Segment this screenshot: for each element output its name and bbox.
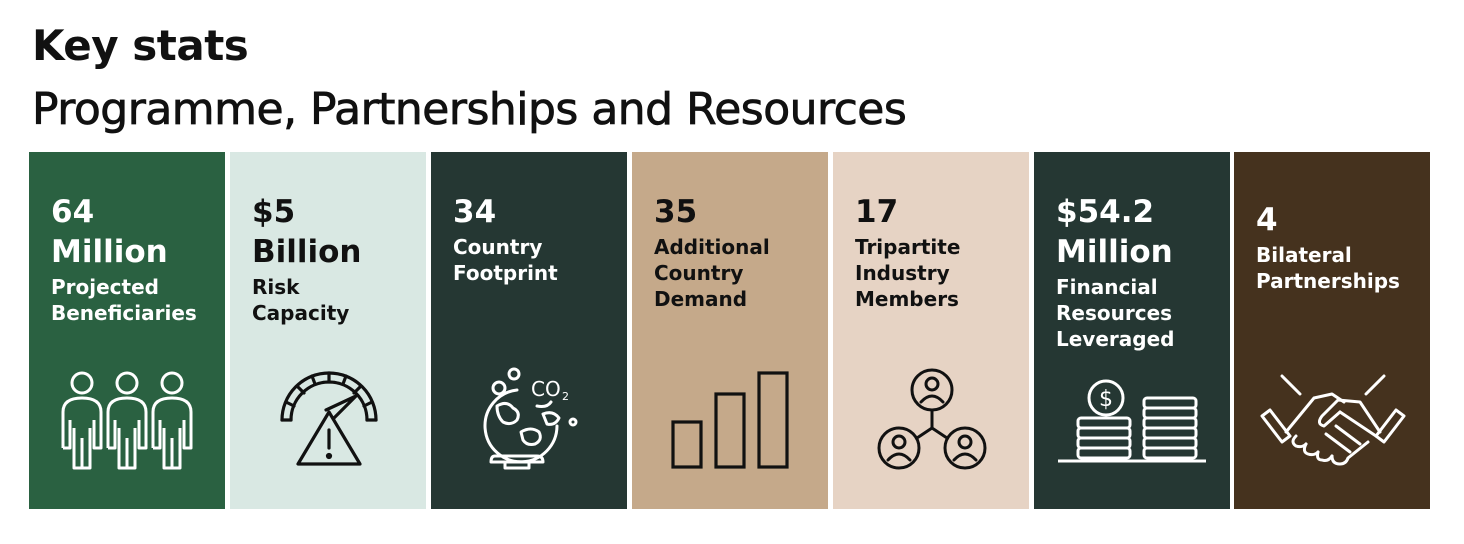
bar-chart-icon bbox=[671, 371, 789, 469]
stat-value: $54.2 Million bbox=[1056, 194, 1173, 270]
people-icon bbox=[61, 371, 193, 470]
stat-value: 64 Million bbox=[51, 194, 168, 270]
stat-value: 4 bbox=[1256, 202, 1278, 238]
stats-cards: 64 Million Projected Beneficiaries $5 Bi… bbox=[29, 152, 1430, 509]
handshake-icon bbox=[1260, 374, 1406, 466]
risk-gauge-icon bbox=[280, 371, 378, 466]
coin-stacks-icon: $ bbox=[1058, 379, 1206, 463]
stat-card-financial-resources: $54.2 Million Financial Resources Levera… bbox=[1034, 152, 1230, 509]
svg-text:CO: CO bbox=[531, 377, 561, 401]
stat-label: Financial Resources Leveraged bbox=[1056, 275, 1175, 351]
stat-value: 17 bbox=[855, 194, 899, 230]
stat-card-risk-capacity: $5 Billion Risk Capacity bbox=[230, 152, 426, 509]
globe-co2-icon: CO 2 bbox=[483, 367, 578, 470]
stat-label: Projected Beneficiaries bbox=[51, 275, 197, 325]
stat-label: Tripartite Industry Members bbox=[855, 235, 961, 311]
stat-card-beneficiaries: 64 Million Projected Beneficiaries bbox=[29, 152, 225, 509]
stat-label: Risk Capacity bbox=[252, 275, 350, 325]
stat-value: $5 Billion bbox=[252, 194, 362, 270]
svg-text:$: $ bbox=[1099, 387, 1113, 412]
stat-card-industry-members: 17 Tripartite Industry Members bbox=[833, 152, 1029, 509]
stat-value: 34 bbox=[453, 194, 497, 230]
stat-value: 35 bbox=[654, 194, 698, 230]
svg-text:2: 2 bbox=[562, 390, 569, 403]
page-subtitle: Programme, Partnerships and Resources bbox=[32, 84, 908, 136]
stat-label: Bilateral Partnerships bbox=[1256, 243, 1400, 293]
stat-card-country-demand: 35 Additional Country Demand bbox=[632, 152, 828, 509]
page-title: Key stats bbox=[32, 21, 249, 70]
stat-card-country-footprint: 34 Country Footprint CO 2 bbox=[431, 152, 627, 509]
stat-label: Country Footprint bbox=[453, 235, 558, 285]
stat-label: Additional Country Demand bbox=[654, 235, 770, 311]
stat-card-bilateral-partnerships: 4 Bilateral Partnerships bbox=[1234, 152, 1430, 509]
network-people-icon bbox=[877, 368, 987, 470]
